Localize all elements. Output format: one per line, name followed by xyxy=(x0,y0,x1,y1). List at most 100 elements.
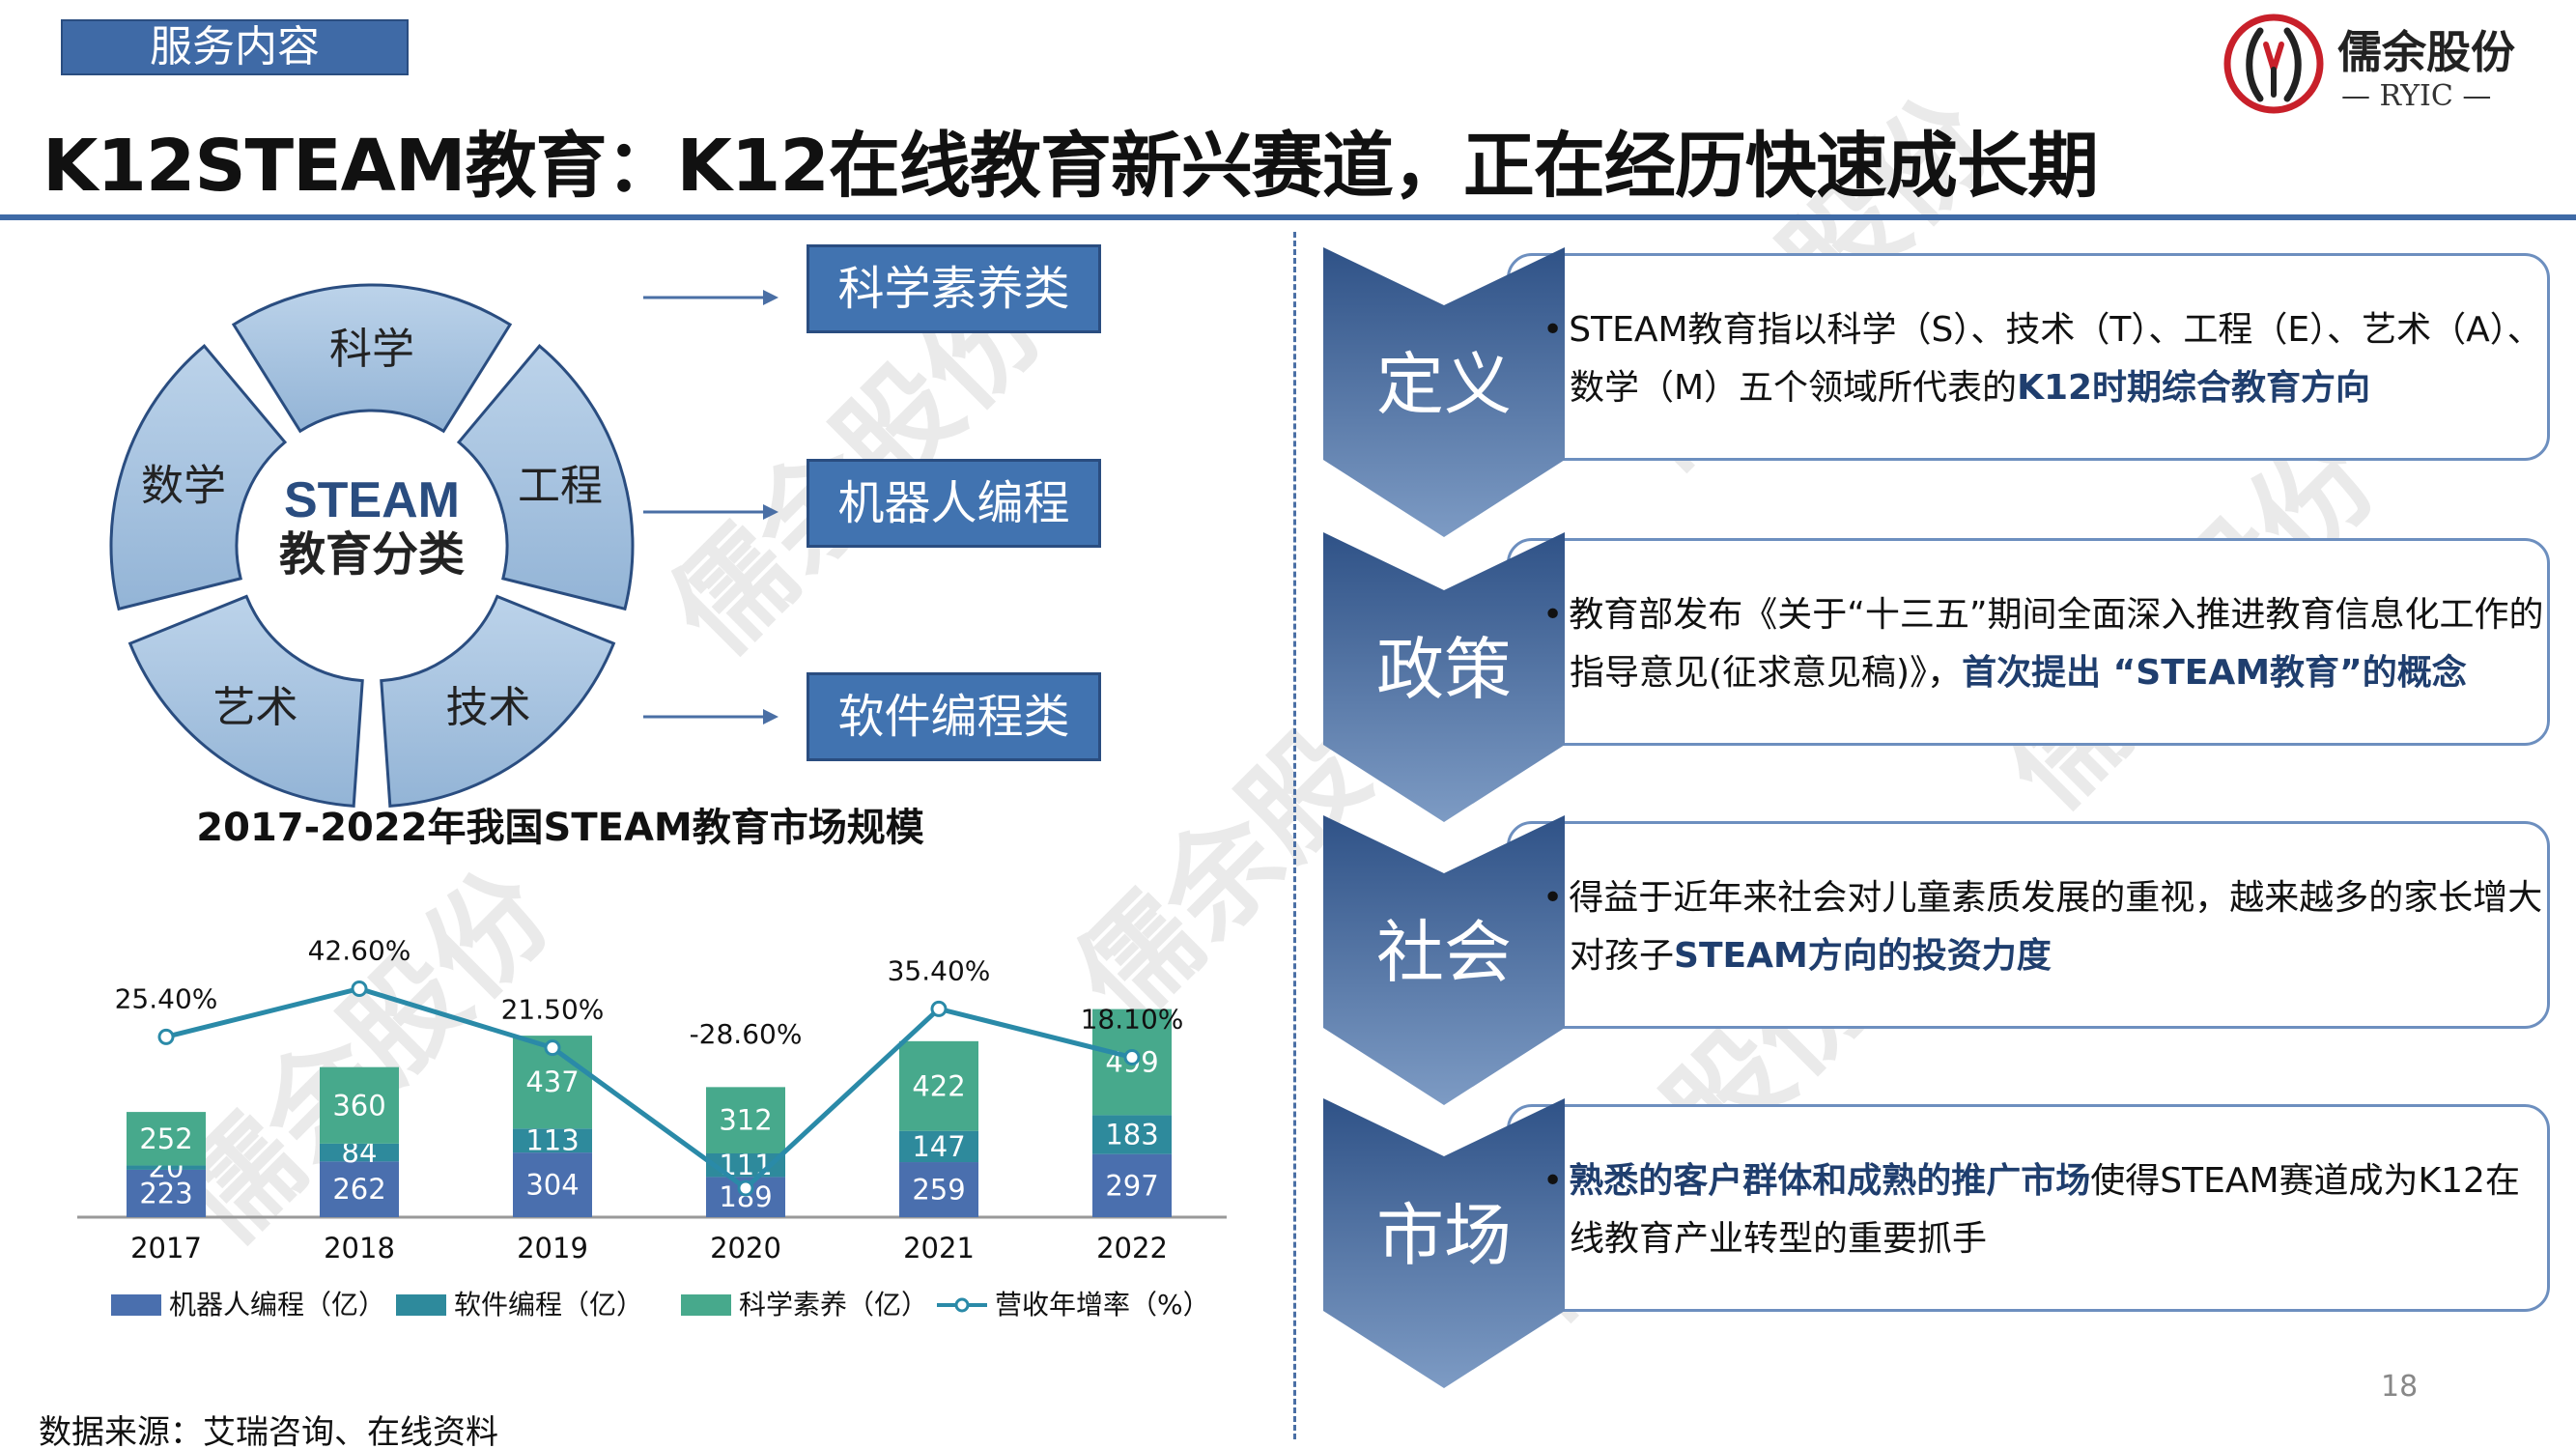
bar-2021-s1 xyxy=(899,1130,978,1163)
bar-2017-s1 xyxy=(127,1165,206,1170)
category-robot-programming: 机器人编程 xyxy=(807,459,1101,548)
logo-subtitle: — RYIC — xyxy=(2341,79,2492,113)
legend-swatch xyxy=(396,1294,446,1316)
data-source: 数据来源：艾瑞咨询、在线资料 xyxy=(39,1413,498,1449)
ring-label-engineering: 工程 xyxy=(518,462,603,511)
row-box-definition xyxy=(1507,253,2550,461)
ring-label-math: 数学 xyxy=(141,462,226,511)
chevron-policy-icon xyxy=(1323,532,1565,822)
row-text-definition: • STEAM教育指以科学（S）、技术（T）、工程（E）、艺术（A）、数学（M）五… xyxy=(1543,301,2545,417)
x-tick-label: 2018 xyxy=(324,1232,395,1264)
row-box-policy xyxy=(1507,538,2550,746)
bar-2018-s0 xyxy=(320,1161,399,1217)
row-text-highlight: 首次提出 “STEAM教育”的概念 xyxy=(1962,653,2467,693)
legend-label: 软件编程（亿） xyxy=(454,1289,643,1321)
arrow-right-icon xyxy=(643,709,778,724)
ring-segment-math xyxy=(109,344,288,611)
growth-rate-point xyxy=(351,980,368,997)
growth-rate-label: 35.40% xyxy=(888,954,991,986)
bar-2021-s2 xyxy=(899,1040,978,1131)
ring-segment-technology xyxy=(380,594,616,808)
bar-label: 422 xyxy=(912,1069,965,1102)
ring-segment-science xyxy=(231,283,513,434)
row-text-part: 教育部发布《关于“十三五”期间全面深入推进教育信息化工作的指导意见(征求意见稿)… xyxy=(1569,595,2544,693)
vertical-divider xyxy=(1293,232,1296,1439)
growth-rate-point xyxy=(1123,1049,1141,1066)
ring-segment-engineering xyxy=(456,344,635,611)
bar-label: 252 xyxy=(139,1122,192,1155)
row-text-highlight: 熟悉的客户群体和成熟的推广市场 xyxy=(1569,1161,2091,1201)
bullet: • xyxy=(1543,595,1564,635)
ring-label-technology: 技术 xyxy=(445,683,530,732)
legend-label: 营收年增率（%） xyxy=(995,1289,1210,1321)
growth-rate-label: 25.40% xyxy=(115,982,218,1014)
page-title: K12STEAM教育：K12在线教育新兴赛道，正在经历快速成长期 xyxy=(42,125,2099,208)
row-text-part: 使得STEAM赛道成为K12在线教育产业转型的重要抓手 xyxy=(1570,1161,2520,1259)
bar-label: 147 xyxy=(912,1130,965,1163)
legend-swatch xyxy=(681,1294,731,1316)
x-tick-label: 2022 xyxy=(1096,1232,1168,1264)
growth-rate-label: 21.50% xyxy=(501,994,605,1026)
market-size-chart: 2017-2022年我国STEAM教育市场规模 2232025220172628… xyxy=(77,806,1227,1321)
row-label-policy: 政策 xyxy=(1376,630,1512,709)
x-tick-label: 2017 xyxy=(130,1232,202,1264)
logo-mark-icon xyxy=(2223,14,2324,114)
legend-label: 科学素养（亿） xyxy=(739,1289,928,1321)
logo-name: 儒余股份 xyxy=(2337,26,2515,78)
arrow-right-icon xyxy=(643,504,778,520)
bullet: • xyxy=(1543,1161,1564,1201)
x-tick-label: 2020 xyxy=(710,1232,781,1264)
chevron-market-icon xyxy=(1323,1098,1565,1388)
row-text-part: STEAM教育指以科学（S）、技术（T）、工程（E）、艺术（A）、数学（M）五个… xyxy=(1569,310,2542,408)
legend-label: 机器人编程（亿） xyxy=(169,1289,385,1321)
legend-line-marker xyxy=(954,1297,970,1313)
growth-rate-line xyxy=(165,985,1133,1192)
steam-center-line1: STEAM xyxy=(284,472,460,528)
bar-label: 259 xyxy=(912,1174,965,1207)
chevron-definition-icon xyxy=(1323,247,1565,537)
page-number: 18 xyxy=(2381,1370,2419,1404)
bar-2021-s0 xyxy=(899,1162,978,1217)
bar-label: 262 xyxy=(332,1173,385,1206)
legend-swatch xyxy=(111,1294,161,1316)
row-box-society xyxy=(1507,821,2550,1029)
bar-label: 360 xyxy=(332,1089,385,1122)
row-text-highlight: STEAM方向的投资力度 xyxy=(1674,936,2052,976)
growth-rate-point xyxy=(930,1000,948,1017)
arrow-right-icon xyxy=(643,290,778,305)
row-text-part: 得益于近年来社会对儿童素质发展的重视，越来越多的家长增大对孩子 xyxy=(1569,878,2543,976)
row-label-market: 市场 xyxy=(1376,1196,1512,1275)
bar-2020-s2 xyxy=(706,1087,785,1153)
bar-label: 312 xyxy=(719,1104,772,1137)
bar-2018-s2 xyxy=(320,1066,399,1144)
growth-rate-label: 42.60% xyxy=(308,934,411,966)
bar-2022-s0 xyxy=(1092,1153,1172,1217)
row-text-society: • 得益于近年来社会对儿童素质发展的重视，越来越多的家长增大对孩子STEAM方向的… xyxy=(1543,869,2545,985)
growth-rate-label: -28.60% xyxy=(690,1018,803,1050)
category-software-programming: 软件编程类 xyxy=(807,672,1101,761)
bar-label: 113 xyxy=(525,1124,579,1157)
row-text-highlight: K12时期综合教育方向 xyxy=(2017,368,2371,408)
bar-label: 437 xyxy=(525,1065,579,1098)
row-text-market: • 熟悉的客户群体和成熟的推广市场使得STEAM赛道成为K12在线教育产业转型的重… xyxy=(1543,1152,2545,1268)
company-logo: 儒余股份 — RYIC — xyxy=(2222,12,2531,118)
chart-title: 2017-2022年我国STEAM教育市场规模 xyxy=(196,806,923,850)
growth-rate-point xyxy=(544,1039,561,1057)
bullet: • xyxy=(1543,310,1564,350)
bar-label: 183 xyxy=(1105,1119,1158,1151)
section-tag: 服务内容 xyxy=(61,19,409,75)
growth-rate-point xyxy=(157,1028,175,1045)
title-rule xyxy=(0,214,2576,220)
row-text-policy: • 教育部发布《关于“十三五”期间全面深入推进教育信息化工作的指导意见(征求意见稿… xyxy=(1543,586,2545,702)
bullet: • xyxy=(1543,878,1564,918)
bar-2022-s1 xyxy=(1092,1115,1172,1154)
steam-center-line2: 教育分类 xyxy=(279,527,465,582)
bar-2017-s0 xyxy=(127,1169,206,1217)
x-tick-label: 2019 xyxy=(517,1232,588,1264)
category-science-literacy: 科学素养类 xyxy=(807,244,1101,333)
row-label-definition: 定义 xyxy=(1376,345,1512,424)
x-tick-label: 2021 xyxy=(903,1232,975,1264)
row-label-society: 社会 xyxy=(1376,913,1512,992)
ring-label-science: 科学 xyxy=(329,325,414,374)
